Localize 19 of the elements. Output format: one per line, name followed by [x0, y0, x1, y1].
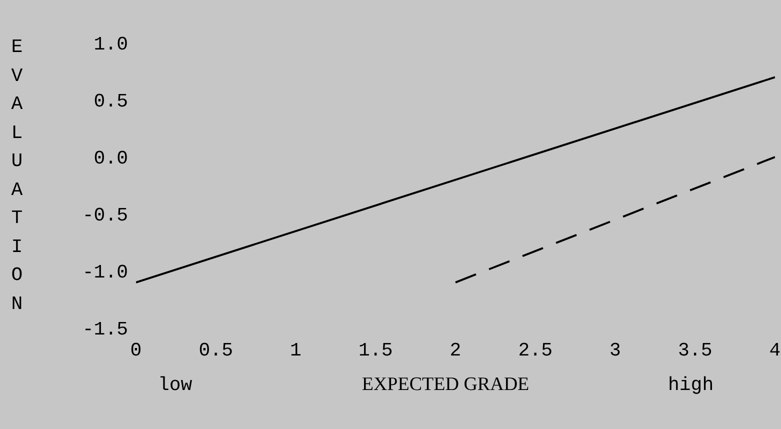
x-tick-label: 3 — [610, 339, 621, 362]
y-tick-label: 0.0 — [94, 148, 128, 170]
y-tick-label: -0.5 — [82, 204, 128, 227]
text: high — [668, 374, 714, 396]
x-tick-label: 2.5 — [518, 339, 552, 362]
x-tick-label: 0.5 — [198, 339, 233, 362]
x-tick-label: 3.5 — [678, 339, 712, 362]
text: EVALUATION — [11, 36, 23, 314]
y-tick-label: -1.5 — [82, 318, 128, 341]
x-tick-label: 4 — [769, 339, 781, 362]
x-tick-label: 1 — [290, 339, 302, 362]
y-tick-label: 1.0 — [94, 34, 128, 56]
x-tick-label: 2 — [450, 339, 462, 362]
x-tick-label: 1.5 — [358, 339, 393, 362]
text: low — [158, 374, 192, 396]
x-tick-label: 0 — [130, 339, 142, 362]
x-axis-title: EXPECTED GRADE — [362, 374, 530, 395]
y-tick-label: 0.5 — [94, 90, 128, 113]
y-tick-label: -1.0 — [82, 262, 128, 284]
